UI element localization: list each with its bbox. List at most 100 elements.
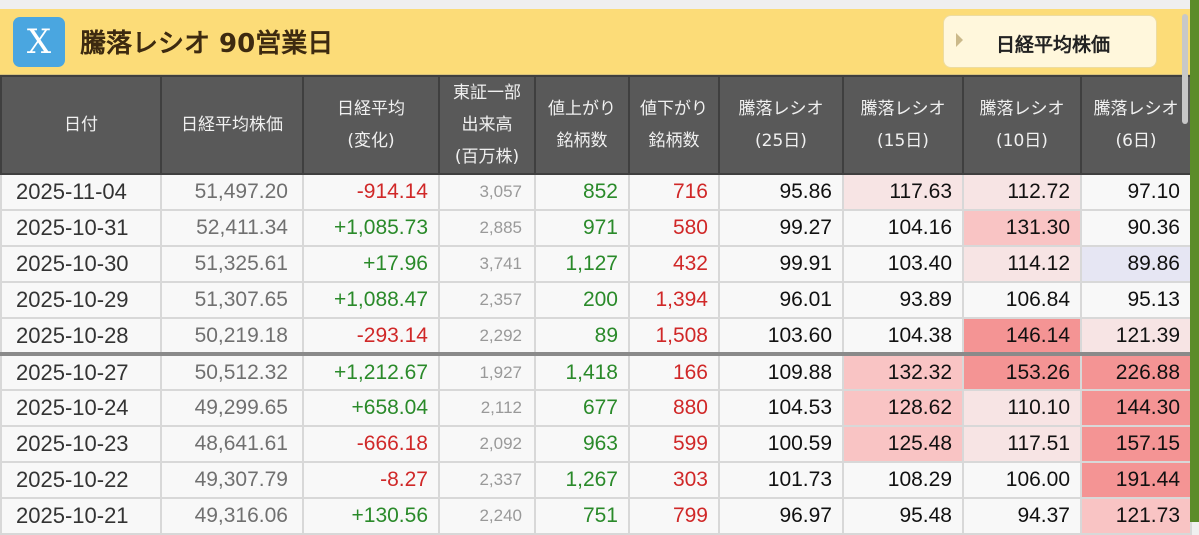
cell-change: -666.18 — [302, 425, 440, 463]
header-line: 銘柄数 — [648, 131, 700, 151]
cell-r10: 112.72 — [962, 173, 1082, 211]
cell-r25: 103.60 — [718, 317, 844, 355]
cell-change: +130.56 — [302, 497, 440, 535]
header-line: 銘柄数 — [556, 131, 608, 151]
cell-r6: 144.30 — [1080, 389, 1192, 427]
header-line: (変化) — [347, 131, 395, 151]
cell-r10: 106.00 — [962, 461, 1082, 499]
cell-advances: 852 — [534, 173, 630, 211]
cell-date: 2025-10-31 — [0, 209, 162, 247]
cell-r6: 95.13 — [1080, 281, 1192, 319]
scrollbar[interactable] — [1182, 14, 1188, 124]
cell-volume: 3,741 — [438, 245, 536, 283]
header-line: (10日) — [996, 131, 1048, 151]
title-bar: X 騰落レシオ 90営業日 日経平均株価 — [0, 9, 1190, 75]
cell-r10: 131.30 — [962, 209, 1082, 247]
header-line: (6日) — [1115, 131, 1157, 151]
table-row: 2025-11-04 51,497.20 -914.14 3,057 852 716 95.… — [0, 173, 1192, 211]
cell-advances: 971 — [534, 209, 630, 247]
cell-declines: 799 — [628, 497, 720, 535]
x-logo-icon[interactable]: X — [13, 17, 65, 67]
cell-r25: 100.59 — [718, 425, 844, 463]
cell-r10: 117.51 — [962, 425, 1082, 463]
cell-r25: 96.01 — [718, 281, 844, 319]
cell-advances: 751 — [534, 497, 630, 535]
header-line: 値上がり — [548, 99, 616, 119]
cell-volume: 2,240 — [438, 497, 536, 535]
header-volume: 東証一部 出来高 (百万株) — [438, 75, 536, 175]
cell-r25: 101.73 — [718, 461, 844, 499]
cell-date: 2025-10-22 — [0, 461, 162, 499]
cell-r10: 110.10 — [962, 389, 1082, 427]
cell-price: 49,307.79 — [160, 461, 304, 499]
cell-declines: 432 — [628, 245, 720, 283]
cell-price: 51,497.20 — [160, 173, 304, 211]
cell-r6: 89.86 — [1080, 245, 1192, 283]
header-line: 騰落レシオ — [860, 99, 946, 119]
cell-r15: 93.89 — [842, 281, 964, 319]
table-row: 2025-10-28 50,219.18 -293.14 2,292 89 1,508 10… — [0, 317, 1192, 355]
table-row: 2025-10-27 50,512.32 +1,212.67 1,927 1,418 16… — [0, 352, 1192, 391]
header-ratio-15: 騰落レシオ (15日) — [842, 75, 964, 175]
cell-change: -293.14 — [302, 317, 440, 355]
cell-change: +658.04 — [302, 389, 440, 427]
cell-r15: 103.40 — [842, 245, 964, 283]
cell-volume: 2,885 — [438, 209, 536, 247]
cell-r6: 97.10 — [1080, 173, 1192, 211]
table-row: 2025-10-30 51,325.61 +17.96 3,741 1,127 432 99… — [0, 245, 1192, 283]
cell-r25: 109.88 — [718, 352, 844, 391]
cell-price: 50,512.32 — [160, 352, 304, 391]
cell-r6: 121.39 — [1080, 317, 1192, 355]
cell-price: 51,307.65 — [160, 281, 304, 319]
cell-change: -914.14 — [302, 173, 440, 211]
page-title: 騰落レシオ 90営業日 — [80, 29, 334, 59]
header-line: 出来高 — [461, 115, 513, 135]
window-edge — [1190, 0, 1199, 522]
header-line: (25日) — [755, 131, 807, 151]
header-ratio-25: 騰落レシオ (25日) — [718, 75, 844, 175]
cell-date: 2025-10-21 — [0, 497, 162, 535]
cell-date: 2025-10-30 — [0, 245, 162, 283]
cell-r15: 104.38 — [842, 317, 964, 355]
cell-r15: 108.29 — [842, 461, 964, 499]
cell-date: 2025-11-04 — [0, 173, 162, 211]
header-line: 騰落レシオ — [979, 99, 1065, 119]
cell-r25: 95.86 — [718, 173, 844, 211]
cell-volume: 2,337 — [438, 461, 536, 499]
cell-r6: 157.15 — [1080, 425, 1192, 463]
cell-advances: 963 — [534, 425, 630, 463]
header-line: (15日) — [877, 131, 929, 151]
header-line: 値下がり — [640, 99, 708, 119]
cell-price: 52,411.34 — [160, 209, 304, 247]
table-row: 2025-10-24 49,299.65 +658.04 2,112 677 880 104… — [0, 389, 1192, 427]
header-line: 日付 — [64, 115, 98, 135]
header-line: 東証一部 — [453, 83, 521, 103]
cell-declines: 580 — [628, 209, 720, 247]
cell-r25: 99.27 — [718, 209, 844, 247]
cell-declines: 303 — [628, 461, 720, 499]
cell-change: +17.96 — [302, 245, 440, 283]
cell-price: 49,299.65 — [160, 389, 304, 427]
cell-declines: 599 — [628, 425, 720, 463]
cell-price: 51,325.61 — [160, 245, 304, 283]
cell-r25: 104.53 — [718, 389, 844, 427]
cell-date: 2025-10-29 — [0, 281, 162, 319]
cell-declines: 1,394 — [628, 281, 720, 319]
nikkei-average-button[interactable]: 日経平均株価 — [943, 15, 1157, 68]
header-nikkei-change: 日経平均 (変化) — [302, 75, 440, 175]
triangle-right-icon — [956, 33, 963, 47]
cell-date: 2025-10-28 — [0, 317, 162, 355]
cell-volume: 1,927 — [438, 352, 536, 391]
cell-change: +1,212.67 — [302, 352, 440, 391]
cell-r6: 90.36 — [1080, 209, 1192, 247]
cell-date: 2025-10-27 — [0, 352, 162, 391]
cell-r25: 99.91 — [718, 245, 844, 283]
table-row: 2025-10-23 48,641.61 -666.18 2,092 963 599 100… — [0, 425, 1192, 463]
cell-volume: 2,357 — [438, 281, 536, 319]
cell-volume: 2,112 — [438, 389, 536, 427]
cell-r10: 106.84 — [962, 281, 1082, 319]
cell-advances: 677 — [534, 389, 630, 427]
header-line: 騰落レシオ — [1093, 99, 1179, 119]
header-advances: 値上がり 銘柄数 — [534, 75, 630, 175]
header-ratio-6: 騰落レシオ (6日) — [1080, 75, 1192, 175]
